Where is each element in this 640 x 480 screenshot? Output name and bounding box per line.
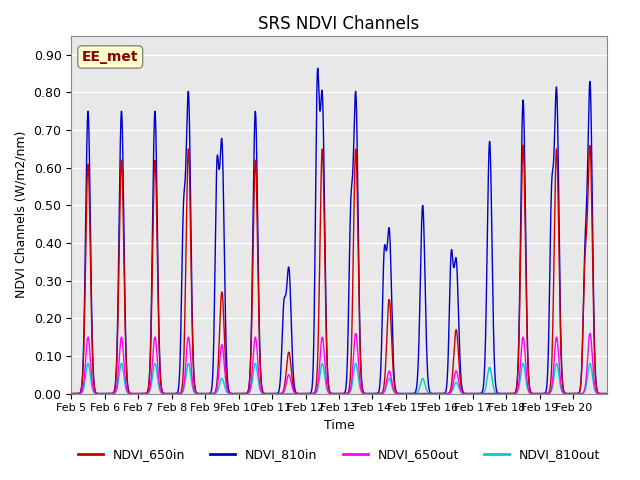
- X-axis label: Time: Time: [324, 419, 355, 432]
- Text: EE_met: EE_met: [82, 50, 138, 64]
- Title: SRS NDVI Channels: SRS NDVI Channels: [259, 15, 420, 33]
- Legend: NDVI_650in, NDVI_810in, NDVI_650out, NDVI_810out: NDVI_650in, NDVI_810in, NDVI_650out, NDV…: [73, 443, 605, 466]
- Y-axis label: NDVI Channels (W/m2/nm): NDVI Channels (W/m2/nm): [15, 131, 28, 299]
